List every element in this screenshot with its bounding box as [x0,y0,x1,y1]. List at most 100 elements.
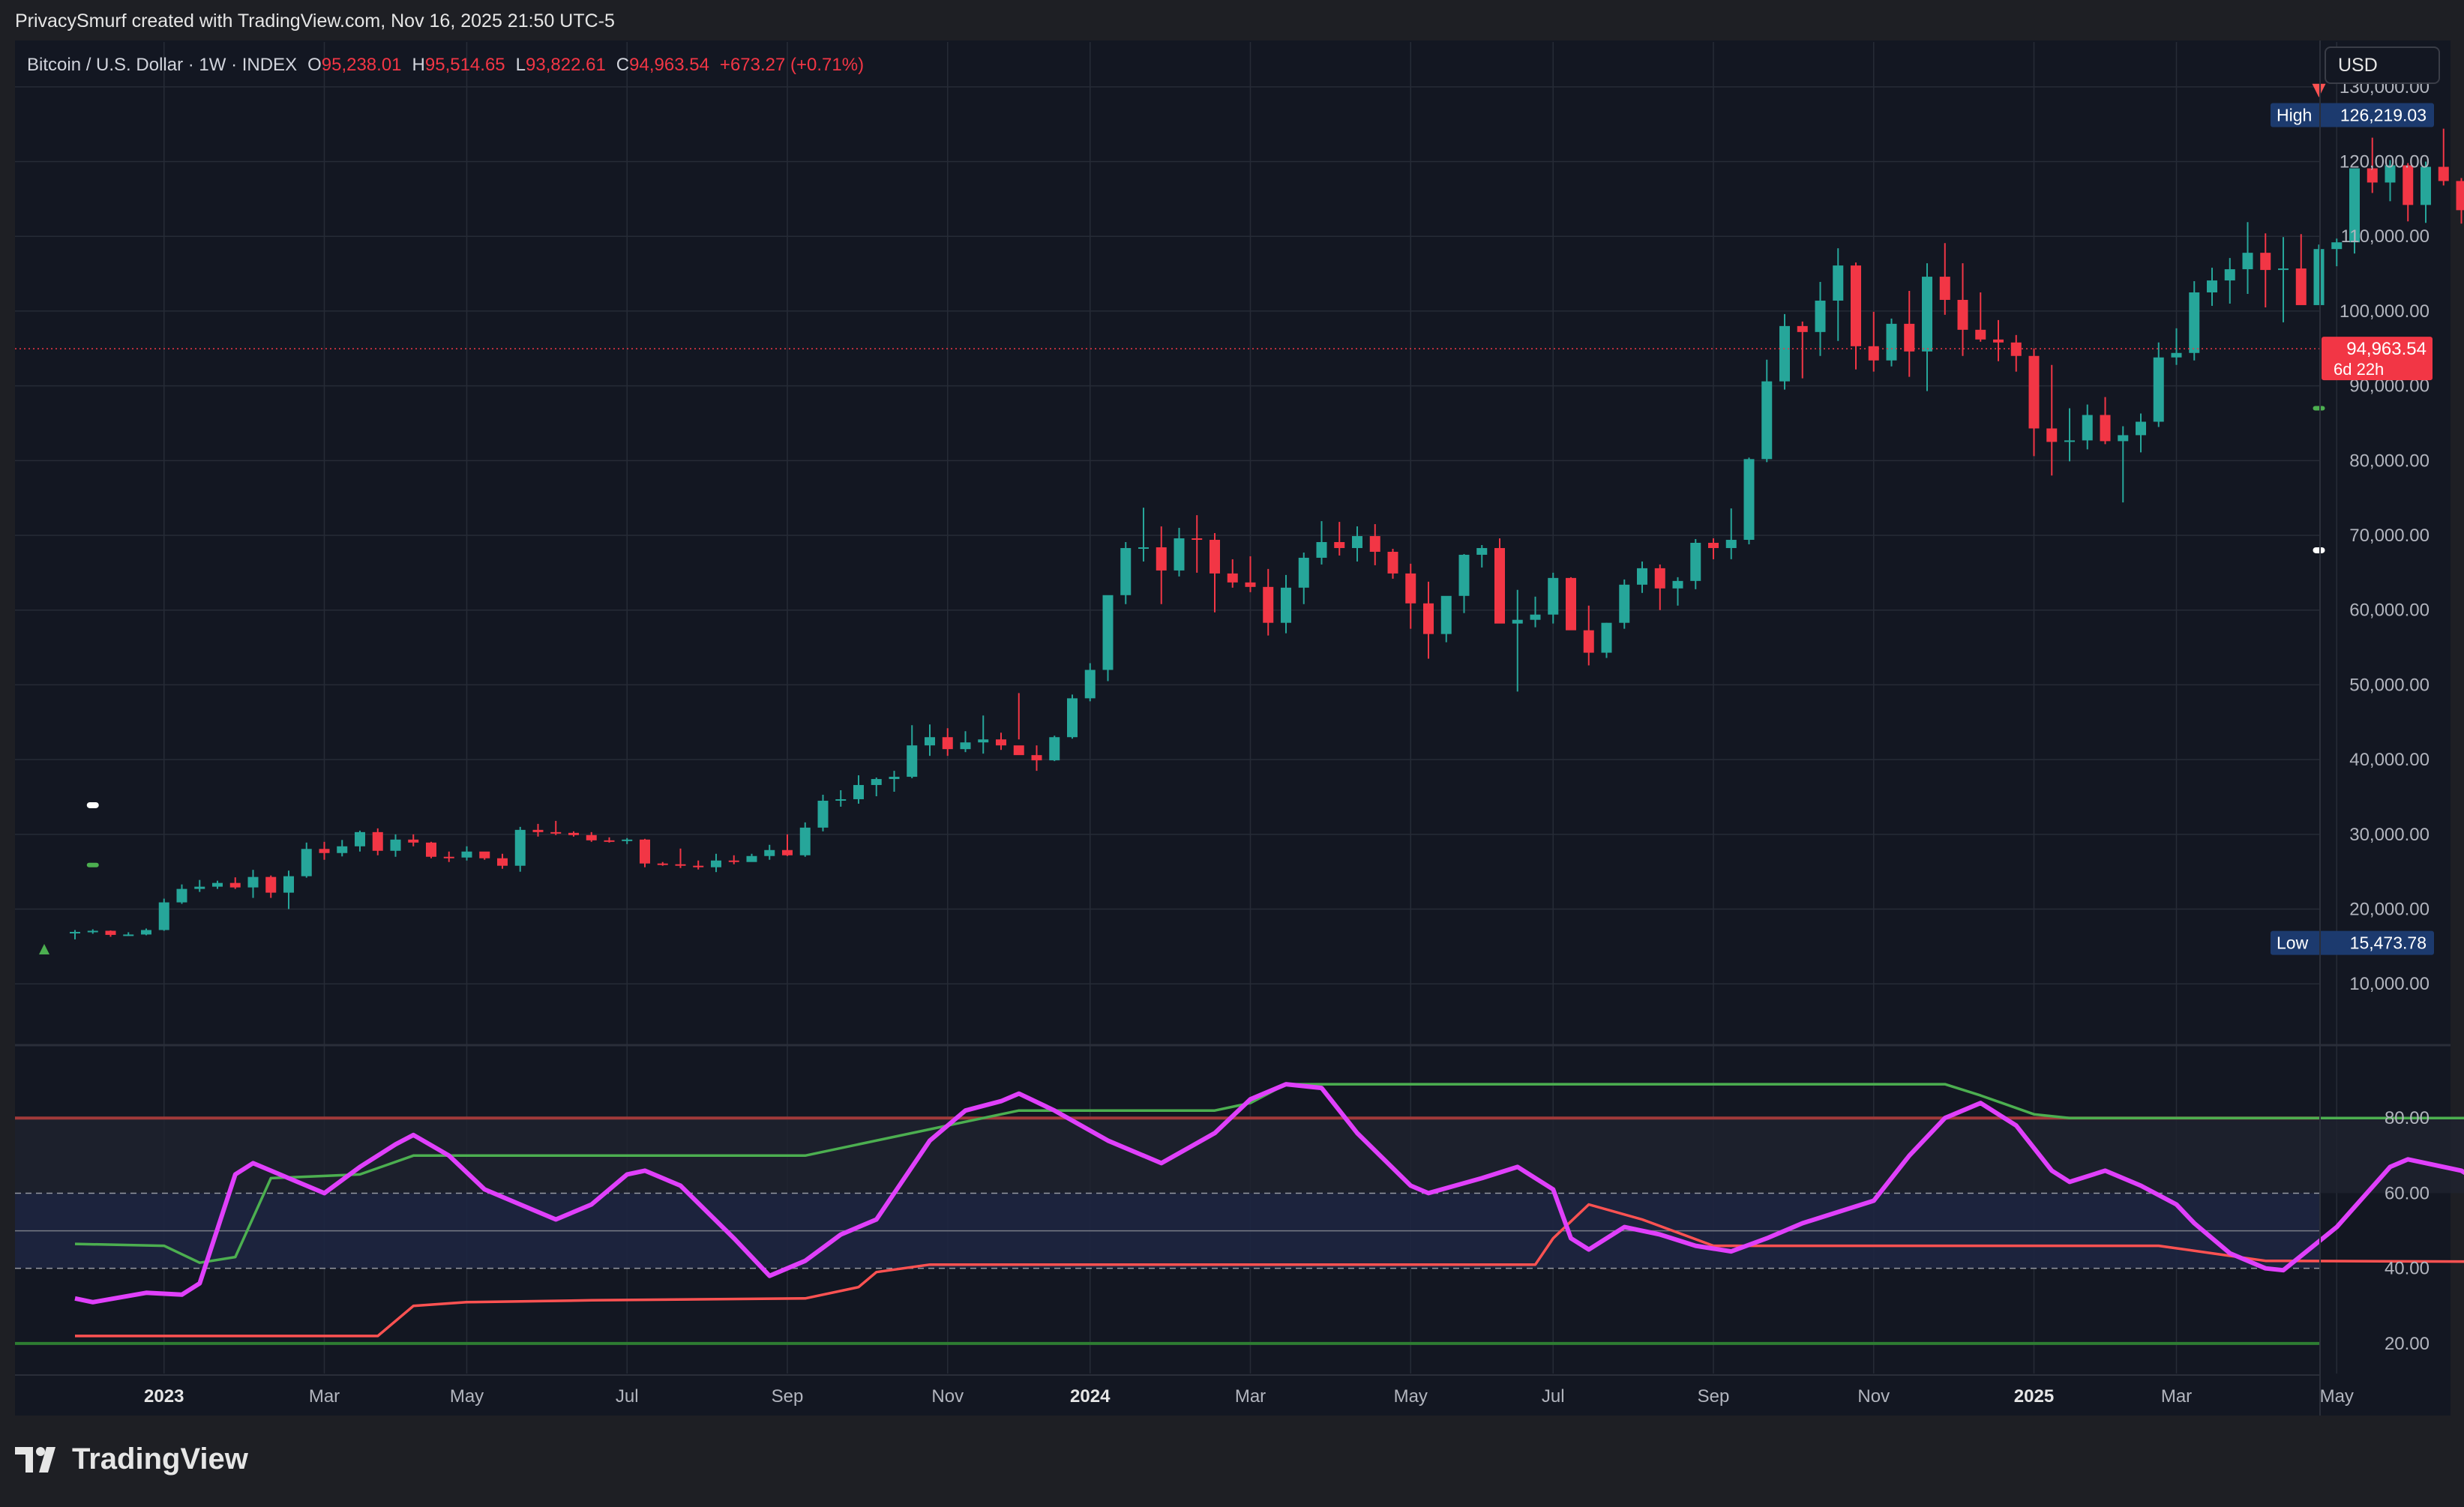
candle-body[interactable] [158,902,169,930]
candle-body[interactable] [1245,582,1256,587]
candle-body[interactable] [1548,577,1559,615]
candle-body[interactable] [1387,551,1398,574]
candle-body[interactable] [247,876,259,888]
candle-body[interactable] [337,846,348,853]
tradingview-logo[interactable]: TradingView [15,1443,248,1476]
candle-body[interactable] [889,777,900,780]
candle-body[interactable] [70,931,80,933]
candle-body[interactable] [782,849,793,855]
candle-body[interactable] [1512,619,1523,624]
signal-triangle-down[interactable] [2312,83,2326,97]
price-pane[interactable] [15,83,2464,1013]
candle-body[interactable] [2385,165,2396,183]
candle-body[interactable] [1120,547,1132,595]
indicator-pane[interactable] [15,1082,2464,1345]
candle-body[interactable] [1725,540,1737,548]
candle-body[interactable] [1851,265,1861,346]
candle-body[interactable] [2100,415,2111,442]
signal-triangle-up[interactable] [39,944,49,954]
candle-body[interactable] [1743,459,1755,541]
candle-body[interactable] [1939,277,1950,300]
candle-body[interactable] [1334,542,1345,548]
candle-body[interactable] [1868,346,1879,361]
candle-body[interactable] [1690,543,1701,581]
candle-body[interactable] [1566,577,1576,631]
candle-body[interactable] [1352,536,1362,548]
candle-body[interactable] [1174,538,1185,571]
candle-body[interactable] [123,934,134,936]
candle-body[interactable] [479,851,490,858]
candle-body[interactable] [2028,355,2040,429]
candle-body[interactable] [568,832,579,835]
candle-body[interactable] [871,779,882,786]
candle-body[interactable] [1298,557,1309,588]
candle-body[interactable] [2403,165,2414,205]
candle-body[interactable] [2118,435,2129,442]
candle-body[interactable] [942,737,953,750]
white-signal-marker[interactable] [2313,547,2325,553]
candle-body[interactable] [355,831,365,846]
candle-body[interactable] [426,842,436,857]
candle-body[interactable] [960,742,971,750]
candle-body[interactable] [746,855,757,862]
candle-body[interactable] [1281,587,1291,623]
candle-body[interactable] [1263,586,1274,623]
candle-body[interactable] [1761,381,1773,460]
candle-body[interactable] [141,930,151,935]
candle-body[interactable] [907,745,918,777]
candle-body[interactable] [1904,323,1915,352]
candle-body[interactable] [1708,543,1719,548]
green-signal-marker[interactable] [2313,406,2325,411]
candle-body[interactable] [925,737,935,746]
candle-body[interactable] [586,834,597,840]
candle-body[interactable] [1886,323,1897,361]
candle-body[interactable] [2242,253,2253,270]
candle-body[interactable] [1922,277,1932,352]
candle-body[interactable] [1672,580,1683,589]
candle-body[interactable] [2153,357,2164,422]
candle-body[interactable] [283,876,294,893]
green-signal-marker[interactable] [86,862,99,867]
rsi-line[interactable] [74,1082,2464,1305]
candle-body[interactable] [1210,540,1220,574]
candle-body[interactable] [2010,342,2022,356]
candle-body[interactable] [853,785,864,799]
candle-body[interactable] [176,888,187,903]
candle-body[interactable] [2207,280,2217,292]
candle-body[interactable] [1494,547,1505,624]
candle-body[interactable] [799,827,811,855]
candle-body[interactable] [675,864,686,866]
candle-body[interactable] [978,739,989,743]
candle-body[interactable] [1440,595,1452,634]
candle-body[interactable] [1797,325,1808,332]
candle-body[interactable] [1031,755,1042,761]
candle-body[interactable] [2456,181,2464,211]
candle-body[interactable] [1013,745,1024,756]
candle-body[interactable] [604,840,615,842]
candle-body[interactable] [2367,168,2378,183]
candle-body[interactable] [1530,614,1541,620]
candle-body[interactable] [2313,249,2325,305]
candle-body[interactable] [2421,166,2431,205]
candle-body[interactable] [1049,737,1060,761]
candle-body[interactable] [764,849,775,856]
candle-body[interactable] [1423,603,1434,634]
candle-body[interactable] [835,798,847,801]
upper-band-line[interactable] [74,1083,2464,1264]
candle-body[interactable] [1476,547,1488,555]
currency-selector[interactable]: USD [2325,46,2440,84]
lower-band-line[interactable] [75,1203,2464,1338]
candle-body[interactable] [2046,428,2058,442]
candle-body[interactable] [1102,595,1114,670]
candle-body[interactable] [1405,573,1416,604]
candle-body[interactable] [996,739,1006,746]
candle-body[interactable] [1815,300,1826,332]
candle-body[interactable] [1779,325,1790,382]
candle-body[interactable] [2438,166,2449,181]
candle-body[interactable] [622,839,633,841]
candle-body[interactable] [1975,329,1986,340]
candle-body[interactable] [2064,440,2075,442]
candle-body[interactable] [87,930,98,933]
candle-body[interactable] [2331,242,2343,250]
